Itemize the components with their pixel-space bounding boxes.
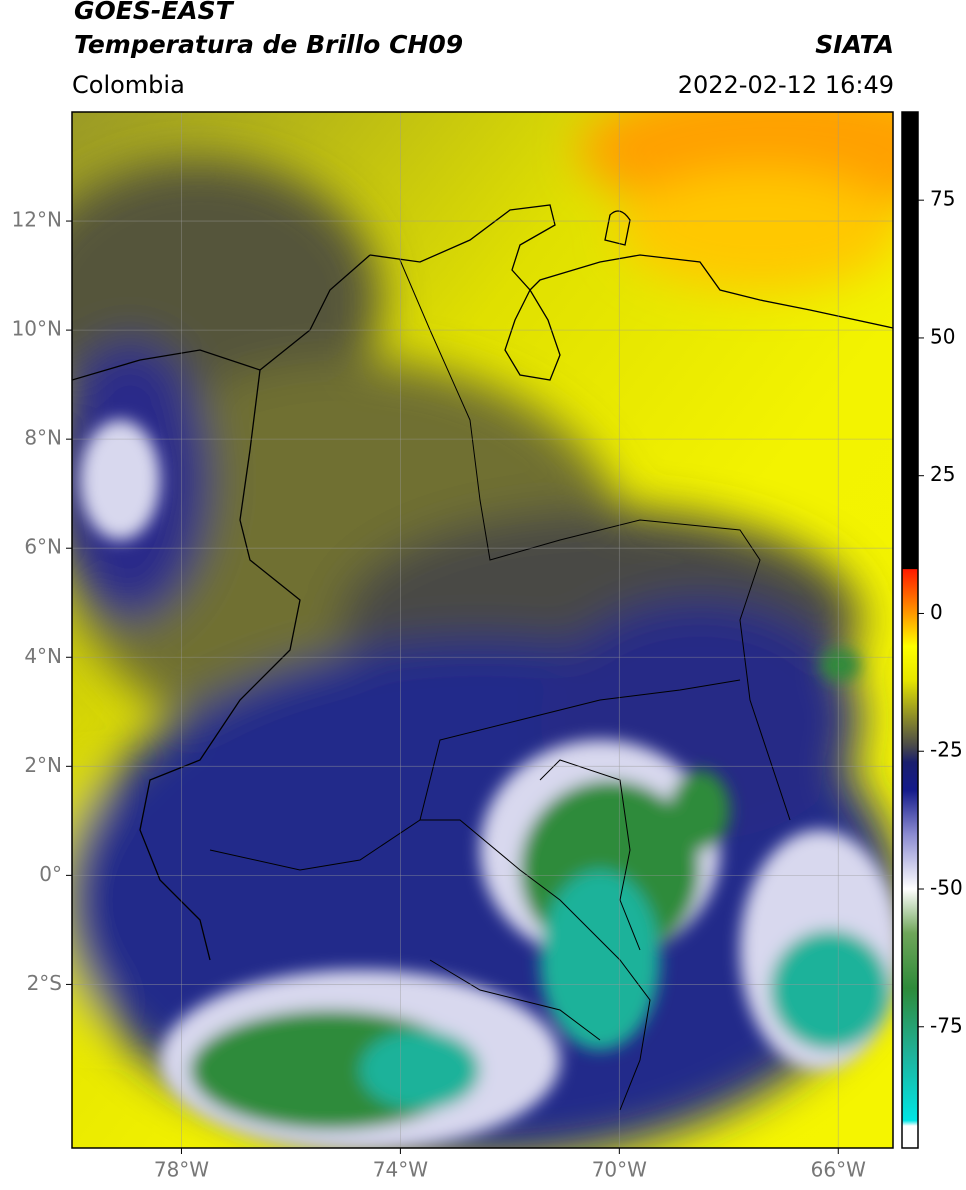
colorbar-tick-label: 75 (930, 187, 955, 211)
y-tick-label: 2°S (27, 971, 62, 995)
y-tick-label: 0° (39, 862, 62, 886)
y-tick-label: 8°N (24, 426, 62, 450)
x-tick-label: 70°W (592, 1158, 647, 1182)
y-tick-label: 10°N (12, 317, 62, 341)
map-frame (71, 111, 894, 1149)
coastlines (72, 204, 893, 961)
borders (209, 259, 791, 1111)
y-tick-label: 6°N (24, 535, 62, 559)
datetime: 2022-02-12 16:49 (677, 71, 894, 99)
colorbar-tick-label: -75 (930, 1013, 963, 1037)
title: GOES-EAST (74, 0, 233, 25)
y-tick-label: 12°N (12, 208, 62, 232)
colorbar (902, 112, 918, 1148)
region: Colombia (72, 71, 185, 99)
x-tick-label: 74°W (373, 1158, 428, 1182)
colorbar-tick-label: 0 (930, 600, 943, 624)
colorbar-frame (901, 111, 919, 1149)
source: SIATA (815, 30, 894, 59)
colorbar-tick-label: 50 (930, 324, 955, 348)
y-tick-label: 2°N (24, 753, 62, 777)
x-tick-label: 66°W (811, 1158, 866, 1182)
y-tick-label: 4°N (24, 644, 62, 668)
subtitle: Temperatura de Brillo CH09 (74, 30, 464, 59)
colorbar-tick-label: 25 (930, 462, 955, 486)
x-tick-label: 78°W (154, 1158, 209, 1182)
colorbar-tick-label: -25 (930, 738, 963, 762)
satellite-image (72, 112, 893, 1148)
colorbar-tick-label: -50 (930, 876, 963, 900)
